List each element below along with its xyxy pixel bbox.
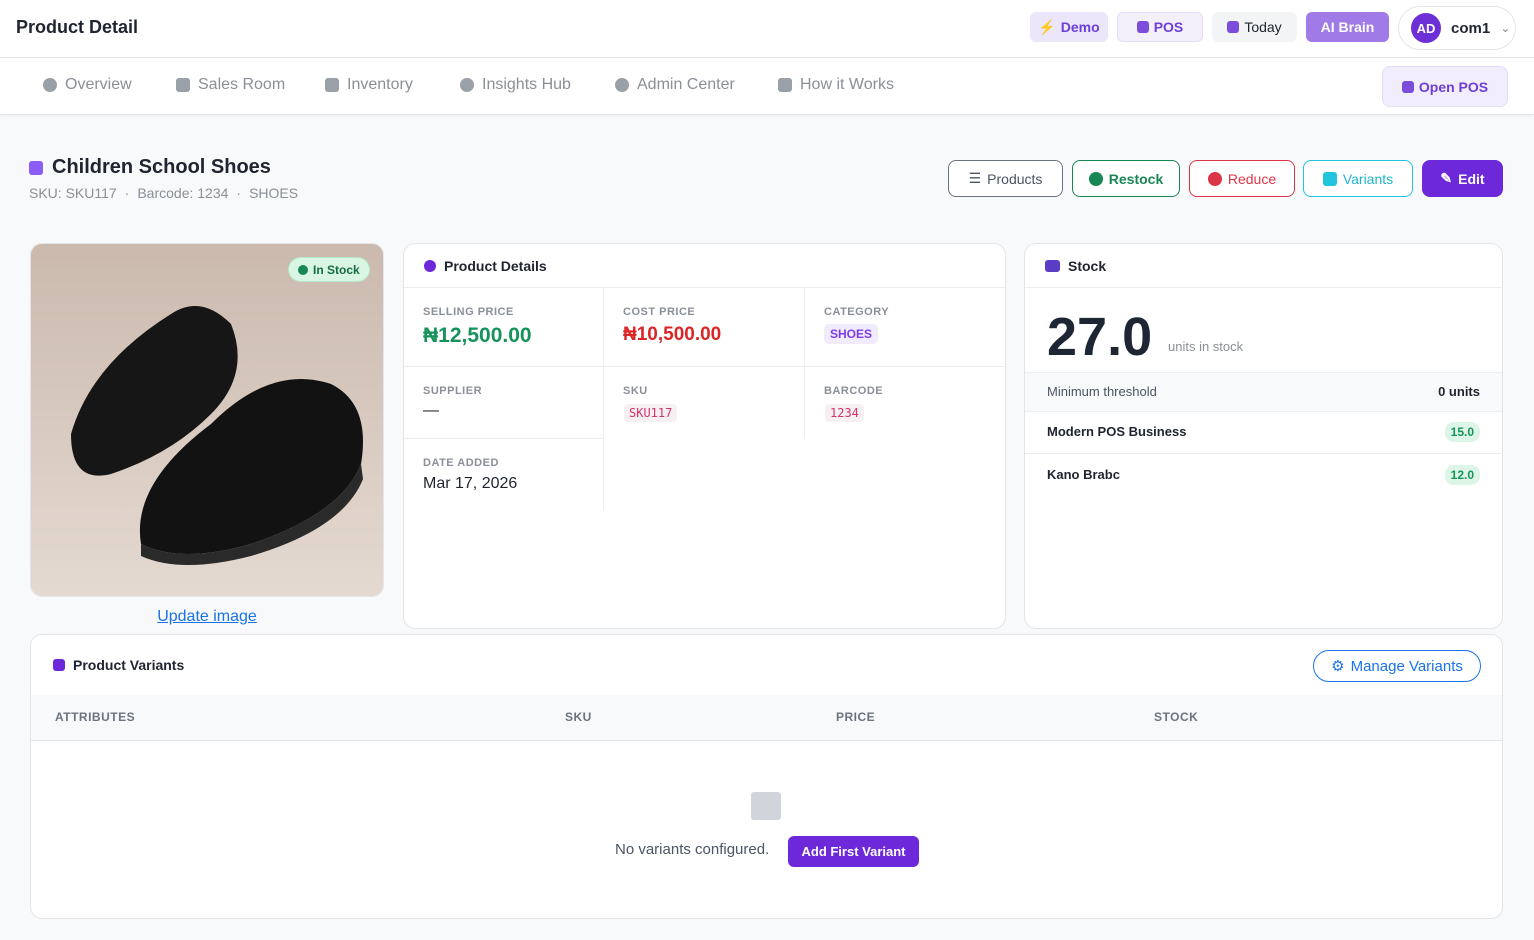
label: Reduce (1227, 170, 1277, 187)
pos-button[interactable]: POS (1117, 12, 1203, 42)
edit-button[interactable]: ✎ Edit (1422, 160, 1503, 197)
user-name: com1 (1451, 19, 1491, 37)
location-row: Modern POS Business 15.0 (1025, 412, 1502, 454)
meta-barcode: Barcode: 1234 (137, 185, 229, 201)
variants-button[interactable]: Variants (1303, 160, 1413, 197)
product-image: In Stock (30, 243, 384, 597)
label: Products (987, 170, 1043, 187)
product-title: Children School Shoes (29, 156, 271, 179)
label: Product Variants (73, 657, 185, 673)
location-qty: 12.0 (1444, 465, 1480, 485)
label: Open POS (1418, 78, 1489, 95)
header: Product Detail ⚡ Demo POS Today AI Brain … (0, 0, 1534, 58)
stock-card: Stock 27.0 units in stock Minimum thresh… (1024, 243, 1503, 629)
field-label: DATE ADDED (423, 457, 499, 469)
nav-item[interactable]: Inventory (325, 76, 413, 94)
meta-sku: SKU: SKU117 (29, 185, 117, 201)
details-card: Product Details SELLING PRICE ₦12,500.00… (403, 243, 1006, 629)
label: Manage Variants (1350, 657, 1463, 675)
image-illustration (31, 244, 383, 596)
user-menu[interactable]: AD com1 ⌄ (1398, 6, 1516, 50)
label: How it Works (800, 76, 894, 93)
nav-item[interactable]: Sales Room (176, 76, 285, 94)
label: Product Details (444, 258, 547, 274)
column-header: PRICE (836, 710, 876, 724)
label: AI Brain (1320, 19, 1375, 35)
column-header: STOCK (1154, 710, 1199, 724)
label: POS (1153, 19, 1184, 35)
nav-bar: Overview Sales Room Inventory Insights H… (0, 58, 1534, 115)
barcode: 1234 (825, 404, 864, 422)
label: Edit (1458, 170, 1485, 187)
open-pos-button[interactable]: Open POS (1382, 66, 1508, 107)
column-header: SKU (565, 710, 592, 724)
avatar: AD (1411, 13, 1441, 43)
field-label: BARCODE (824, 385, 884, 397)
nav-item[interactable]: Overview (43, 76, 132, 94)
products-button[interactable]: ☰ Products (948, 160, 1063, 197)
stock-unit-label: units in stock (1168, 339, 1244, 354)
nav-item[interactable]: How it Works (778, 76, 894, 94)
reduce-button[interactable]: Reduce (1189, 160, 1295, 197)
label: In Stock (313, 262, 360, 277)
date-added: Mar 17, 2026 (423, 475, 518, 492)
empty-icon (751, 792, 781, 820)
product-meta: SKU: SKU117 · Barcode: 1234 · SHOES (29, 185, 299, 201)
page-title: Product Detail (16, 17, 139, 37)
field-label: SELLING PRICE (423, 306, 514, 318)
supplier: — (423, 402, 439, 419)
label: Stock (1068, 258, 1107, 274)
today-button[interactable]: Today (1212, 12, 1297, 42)
label: Variants (1342, 170, 1394, 187)
nav-item[interactable]: Insights Hub (460, 76, 571, 94)
field-label: CATEGORY (824, 306, 890, 318)
label: Overview (65, 76, 132, 93)
location-name: Kano Brabc (1047, 467, 1120, 482)
update-image-link[interactable]: Update image (157, 608, 257, 625)
field-label: SKU (623, 385, 648, 397)
label: Restock (1108, 170, 1164, 187)
label: Admin Center (637, 76, 735, 93)
empty-message: No variants configured. (615, 841, 770, 858)
location-qty: 15.0 (1444, 422, 1480, 442)
threshold-value: 0 units (1438, 384, 1480, 399)
label: Insights Hub (482, 76, 571, 93)
sku: SKU117 (624, 404, 678, 422)
product-name: Children School Shoes (52, 156, 271, 178)
card-title: Product Details (424, 258, 547, 274)
location-row: Kano Brabc 12.0 (1025, 454, 1502, 496)
demo-button[interactable]: ⚡ Demo (1030, 12, 1108, 42)
card-title: Stock (1045, 258, 1106, 274)
label: Sales Room (198, 76, 286, 93)
table-header (31, 695, 1502, 741)
label: Today (1244, 19, 1282, 35)
stock-badge: In Stock (288, 257, 370, 282)
field-label: COST PRICE (623, 306, 696, 318)
column-header: ATTRIBUTES (55, 710, 136, 724)
meta-category: SHOES (249, 185, 299, 201)
card-title: Product Variants (53, 657, 184, 673)
variants-card: Product Variants ⚙ Manage Variants No var… (30, 634, 1503, 919)
threshold-label: Minimum threshold (1047, 384, 1157, 399)
label: Inventory (347, 76, 413, 93)
manage-variants-button[interactable]: ⚙ Manage Variants (1313, 650, 1481, 682)
field-label: SUPPLIER (423, 385, 483, 397)
selling-price: ₦12,500.00 (423, 324, 532, 347)
category: SHOES (824, 324, 879, 344)
cost-price: ₦10,500.00 (623, 324, 722, 345)
ai-brain-button[interactable]: AI Brain (1306, 12, 1389, 42)
restock-button[interactable]: Restock (1072, 160, 1180, 197)
location-name: Modern POS Business (1047, 424, 1187, 439)
add-variant-button[interactable]: Add First Variant (788, 836, 919, 867)
label: Demo (1060, 19, 1100, 35)
nav-item[interactable]: Admin Center (615, 76, 735, 94)
stock-quantity: 27.0 (1047, 307, 1153, 367)
threshold-row: Minimum threshold 0 units (1025, 372, 1502, 412)
